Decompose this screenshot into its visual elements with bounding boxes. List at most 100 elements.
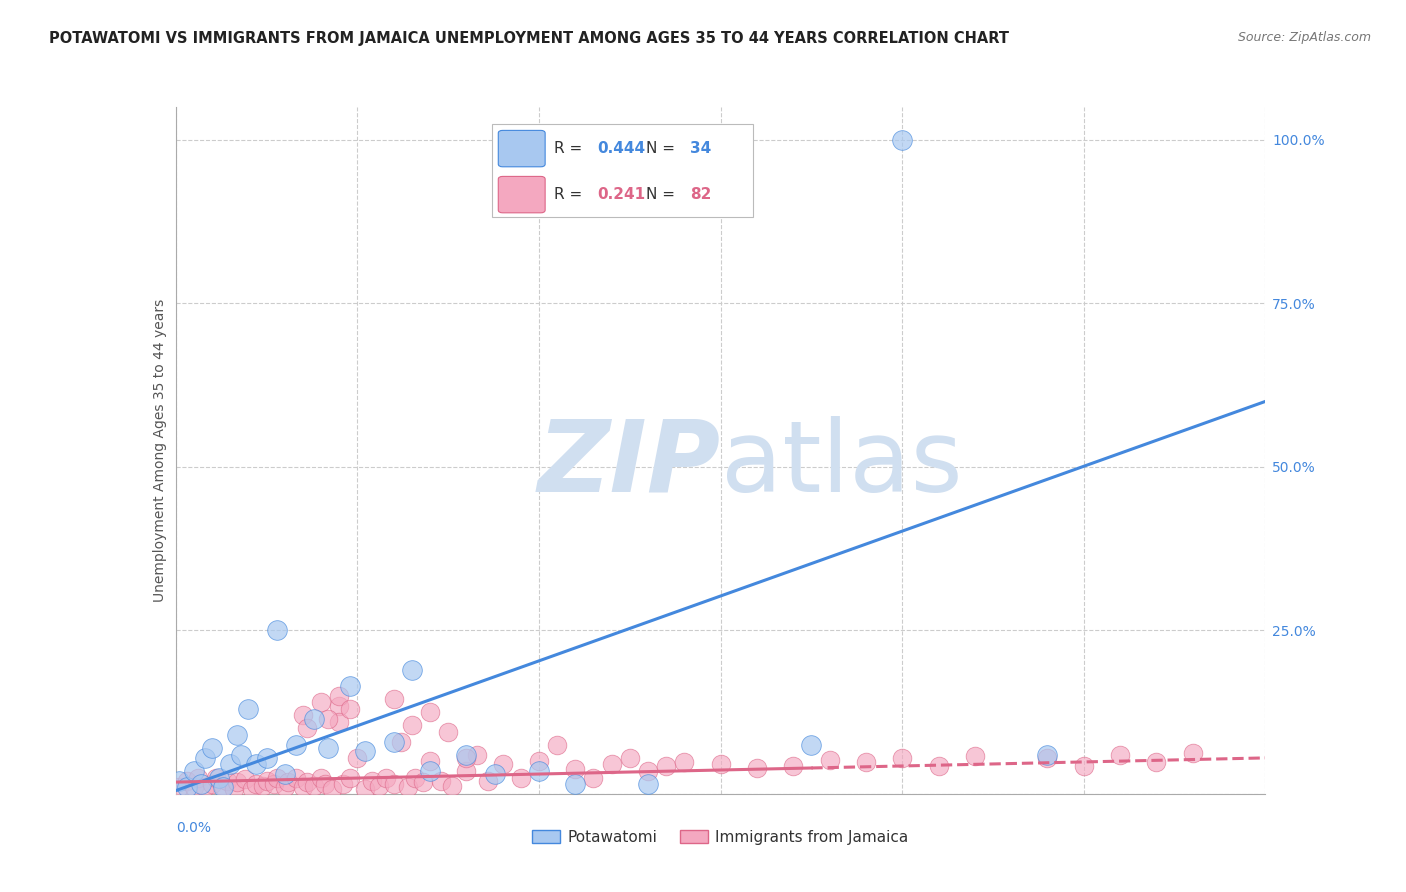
Text: 0.444: 0.444	[598, 141, 645, 156]
Point	[710, 757, 733, 772]
Point	[456, 764, 478, 778]
Point	[201, 741, 224, 756]
Point	[346, 751, 368, 765]
Point	[360, 773, 382, 788]
Point	[226, 728, 249, 742]
Point	[430, 773, 453, 788]
Point	[321, 781, 343, 796]
Point	[1109, 747, 1132, 762]
Point	[382, 777, 405, 791]
Point	[245, 757, 267, 772]
Text: Source: ZipAtlas.com: Source: ZipAtlas.com	[1237, 31, 1371, 45]
Point	[328, 689, 350, 703]
Point	[169, 773, 191, 788]
Point	[314, 777, 336, 791]
Point	[600, 757, 623, 772]
Point	[484, 767, 506, 781]
Point	[302, 712, 325, 726]
Point	[245, 777, 267, 791]
Point	[782, 759, 804, 773]
Point	[238, 702, 260, 716]
Y-axis label: Unemployment Among Ages 35 to 44 years: Unemployment Among Ages 35 to 44 years	[153, 299, 167, 602]
Point	[600, 133, 623, 147]
Point	[263, 777, 285, 791]
Point	[318, 741, 340, 756]
Point	[382, 692, 405, 706]
FancyBboxPatch shape	[492, 124, 754, 217]
Text: R =: R =	[554, 141, 586, 156]
Text: R =: R =	[554, 187, 586, 202]
Point	[375, 771, 398, 785]
Point	[215, 773, 238, 788]
Point	[284, 771, 307, 785]
Point	[637, 777, 659, 791]
Point	[194, 780, 217, 795]
Point	[564, 777, 586, 791]
Text: atlas: atlas	[721, 416, 962, 513]
Point	[353, 744, 375, 758]
FancyBboxPatch shape	[498, 177, 546, 213]
Text: N =: N =	[647, 141, 681, 156]
Point	[252, 779, 274, 793]
Point	[564, 762, 586, 776]
Point	[186, 771, 209, 785]
Point	[284, 738, 307, 752]
Point	[637, 764, 659, 778]
Point	[339, 771, 361, 785]
Point	[527, 764, 550, 778]
Point	[928, 759, 950, 773]
Point	[295, 722, 318, 736]
Text: 82: 82	[690, 187, 711, 202]
Point	[277, 775, 299, 789]
Point	[231, 747, 253, 762]
Point	[256, 751, 278, 765]
Point	[419, 705, 441, 719]
Point	[169, 780, 191, 795]
Point	[222, 781, 245, 796]
Point	[332, 777, 354, 791]
Point	[745, 761, 768, 775]
Point	[201, 777, 224, 791]
Point	[619, 751, 641, 765]
Text: 0.241: 0.241	[598, 187, 645, 202]
Point	[456, 751, 478, 765]
Point	[226, 775, 249, 789]
Point	[274, 767, 297, 781]
Point	[419, 754, 441, 768]
Point	[389, 734, 412, 748]
Point	[339, 702, 361, 716]
Point	[318, 712, 340, 726]
FancyBboxPatch shape	[498, 130, 546, 167]
Point	[183, 780, 205, 795]
Point	[477, 773, 499, 788]
Point	[963, 748, 986, 763]
Point	[546, 738, 568, 752]
Point	[440, 779, 463, 793]
Point	[266, 624, 288, 638]
Point	[401, 663, 423, 677]
Point	[353, 781, 375, 796]
Point	[582, 771, 605, 785]
Point	[204, 771, 226, 785]
Point	[509, 771, 531, 785]
Point	[309, 695, 332, 709]
Point	[291, 708, 314, 723]
Point	[309, 771, 332, 785]
Point	[527, 754, 550, 768]
Point	[212, 780, 235, 795]
Point	[274, 780, 297, 795]
Text: N =: N =	[647, 187, 681, 202]
Point	[437, 724, 460, 739]
Point	[673, 756, 696, 770]
Point	[328, 698, 350, 713]
Point	[219, 757, 242, 772]
Text: ZIP: ZIP	[537, 416, 721, 513]
Point	[339, 679, 361, 693]
Point	[302, 779, 325, 793]
Point	[240, 781, 263, 796]
Point	[1181, 747, 1204, 761]
Text: 34: 34	[690, 141, 711, 156]
Point	[456, 747, 478, 762]
Point	[655, 759, 678, 773]
Point	[800, 738, 823, 752]
